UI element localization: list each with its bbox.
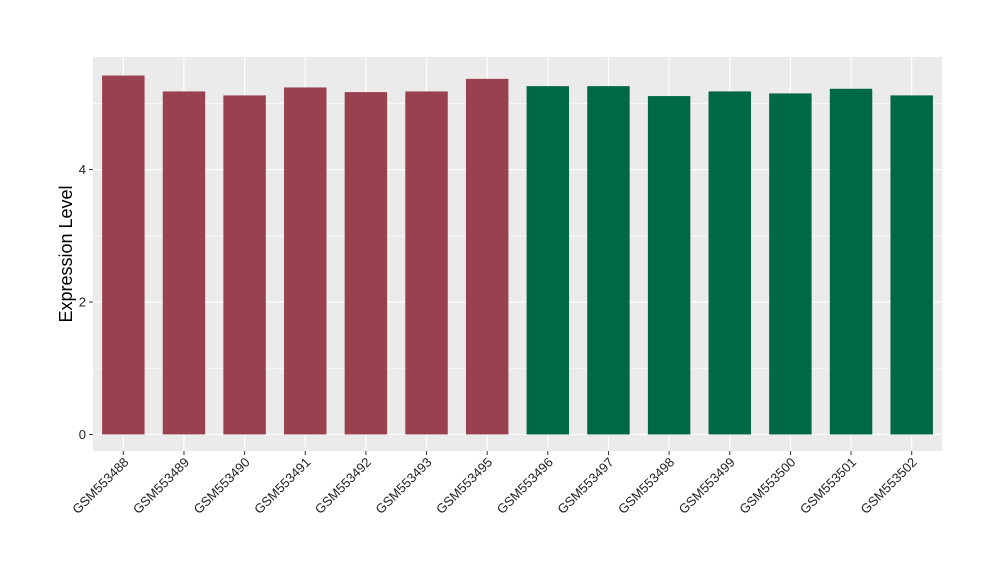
bar-GSM553502 xyxy=(890,95,933,435)
x-tick-label: GSM553490 xyxy=(191,455,253,517)
bar-GSM553493 xyxy=(405,91,448,435)
x-tick-label: GSM553489 xyxy=(130,455,192,517)
y-tick-label: 0 xyxy=(79,427,86,442)
x-tick-label: GSM553488 xyxy=(69,455,131,517)
bar-GSM553495 xyxy=(465,78,509,435)
x-tick-label: GSM553493 xyxy=(372,455,434,517)
x-tick-label: GSM553496 xyxy=(494,455,556,517)
plot-panel xyxy=(93,57,942,451)
x-axis: GSM553488GSM553489GSM553490GSM553491GSM5… xyxy=(69,451,920,517)
bar-GSM553489 xyxy=(162,91,206,435)
x-tick-label: GSM553492 xyxy=(312,455,374,517)
bar-GSM553490 xyxy=(223,95,266,435)
bar-GSM553496 xyxy=(526,86,570,435)
bar-GSM553488 xyxy=(102,75,145,435)
bars xyxy=(102,75,933,435)
y-axis-title: Expression Level xyxy=(56,185,76,322)
x-tick-label: GSM553501 xyxy=(797,455,859,517)
y-axis: 0 2 4 xyxy=(79,162,93,442)
x-tick-label: GSM553498 xyxy=(615,455,677,517)
y-tick-label: 2 xyxy=(79,295,86,310)
bar-GSM553500 xyxy=(769,93,812,435)
x-tick-label: GSM553495 xyxy=(433,455,495,517)
bar-GSM553501 xyxy=(829,88,873,435)
x-tick-label: GSM553497 xyxy=(554,455,616,517)
x-tick-label: GSM553502 xyxy=(858,455,920,517)
x-tick-label: GSM553500 xyxy=(736,455,798,517)
x-tick-label: GSM553499 xyxy=(676,455,738,517)
x-tick-label: GSM553491 xyxy=(251,455,313,517)
y-tick-label: 4 xyxy=(79,162,86,177)
bar-GSM553491 xyxy=(284,87,327,435)
bar-GSM553498 xyxy=(647,96,691,435)
bar-GSM553497 xyxy=(587,86,630,435)
bar-GSM553499 xyxy=(708,91,751,435)
bar-GSM553492 xyxy=(344,92,388,435)
